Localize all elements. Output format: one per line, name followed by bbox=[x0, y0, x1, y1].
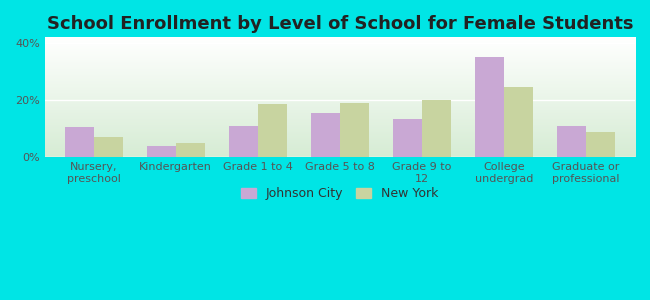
Bar bbox=[176, 143, 205, 157]
Bar bbox=[94, 137, 122, 157]
Bar bbox=[504, 87, 532, 157]
Title: School Enrollment by Level of School for Female Students: School Enrollment by Level of School for… bbox=[47, 15, 633, 33]
Bar bbox=[557, 126, 586, 157]
Bar bbox=[340, 103, 369, 157]
Bar bbox=[65, 127, 94, 157]
Bar bbox=[311, 113, 340, 157]
Bar bbox=[475, 57, 504, 157]
Bar bbox=[586, 132, 614, 157]
Bar bbox=[229, 126, 258, 157]
Legend: Johnson City, New York: Johnson City, New York bbox=[236, 182, 443, 205]
Bar bbox=[393, 119, 422, 157]
Bar bbox=[258, 104, 287, 157]
Bar bbox=[422, 100, 450, 157]
Bar bbox=[147, 146, 176, 157]
